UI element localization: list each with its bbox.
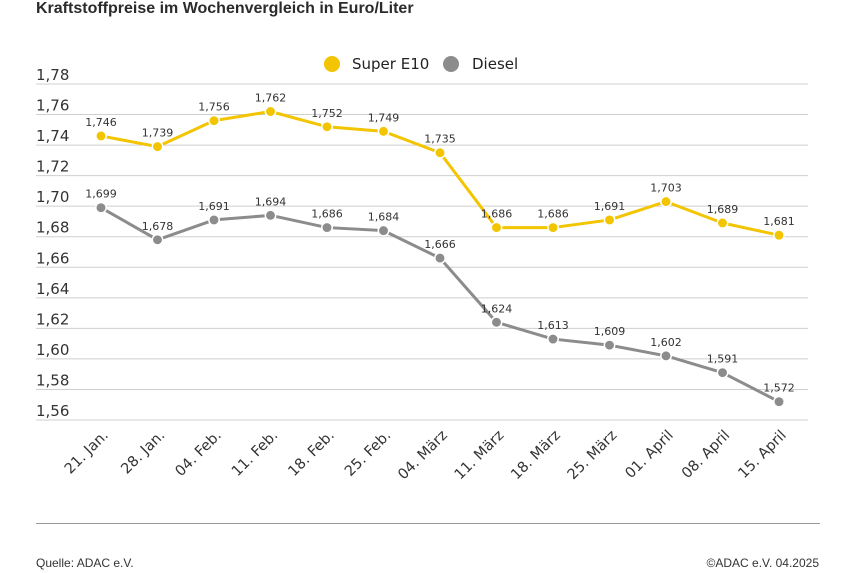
y-tick-label: 1,56 [36,402,69,420]
data-point [490,221,503,234]
x-tick-label: 04. März [395,428,451,484]
data-point [773,395,785,408]
legend: Super E10 Diesel [324,55,518,73]
data-label: 1,739 [142,127,174,140]
data-point [547,221,559,234]
data-label: 1,691 [198,200,230,213]
y-tick-label: 1,78 [36,66,69,84]
data-label: 1,762 [255,91,287,104]
data-label: 1,752 [311,107,343,120]
data-label: 1,609 [594,325,626,338]
legend-marker [324,56,340,72]
series-0: 1,746 1,739 1,756 1,762 1,752 1,749 1,735 1,686… [85,91,795,242]
x-tick-label: 01. April [623,428,677,482]
data-point [151,233,164,246]
data-label: 1,686 [481,208,513,221]
y-tick-label: 1,68 [36,219,69,237]
x-tick-label: 04. Feb. [173,428,225,480]
data-point [773,229,785,242]
data-point [603,213,616,226]
y-tick-label: 1,60 [36,341,69,359]
data-label: 1,749 [368,111,400,124]
source-note: Quelle: ADAC e.V. [36,556,134,570]
data-label: 1,591 [707,353,739,366]
data-label: 1,735 [424,133,456,146]
data-label: 1,686 [311,208,343,221]
y-tick-label: 1,66 [36,249,69,267]
data-point [716,366,729,379]
x-axis-tick-labels: 21. Jan. 28. Jan. 04. Feb. 11. Feb. 18. Feb.… [62,428,790,484]
data-label: 1,684 [368,211,400,224]
x-tick-label: 08. April [679,428,733,482]
data-point [716,217,729,229]
x-tick-label: 18. März [508,428,564,484]
x-tick-label: 21. Jan. [62,428,112,478]
data-point [377,224,390,237]
chart-title: Kraftstoffpreise im Wochenvergleich in E… [36,0,414,17]
y-tick-label: 1,58 [36,371,69,389]
data-point [264,105,277,118]
legend-label: Super E10 [352,55,429,73]
data-label: 1,613 [537,319,569,332]
y-tick-label: 1,62 [36,310,69,328]
y-tick-label: 1,76 [36,97,69,115]
data-point [264,209,277,222]
legend-marker [443,56,459,72]
data-label: 1,703 [650,182,682,195]
data-label: 1,624 [481,302,513,315]
y-tick-label: 1,64 [36,280,69,298]
series-layer: 1,746 1,739 1,756 1,762 1,752 1,749 1,735 1,686… [85,91,795,408]
data-label: 1,666 [424,238,456,251]
copyright-note: ©ADAC e.V. 04.2025 [706,556,819,570]
data-label: 1,689 [707,203,739,216]
data-point [377,125,390,138]
data-point [434,146,446,159]
data-label: 1,694 [255,195,287,208]
x-tick-label: 11. März [452,428,508,484]
data-label: 1,686 [537,208,569,221]
y-axis-tick-labels: 1,56 1,58 1,60 1,62 1,64 1,66 1,68 1,70 1,72 1,74… [36,66,69,420]
data-point [490,316,503,329]
data-point [660,349,672,362]
data-label: 1,756 [198,101,230,114]
data-label: 1,681 [763,215,795,228]
data-point [95,201,107,214]
data-point [660,195,672,208]
data-point [603,339,616,352]
y-tick-label: 1,70 [36,188,69,206]
y-tick-label: 1,74 [36,127,69,145]
data-point [321,221,333,234]
data-label: 1,572 [763,382,795,395]
series-line [100,109,780,237]
x-tick-label: 25. Feb. [342,428,394,480]
x-tick-label: 28. Jan. [118,428,168,478]
series-1: 1,699 1,678 1,691 1,694 1,686 1,684 1,666 1,624… [85,188,795,408]
data-point [95,129,107,142]
data-label: 1,678 [142,220,174,233]
data-label: 1,746 [85,116,117,129]
data-point [547,333,559,346]
x-tick-label: 25. März [565,428,621,484]
data-point [208,213,220,226]
x-tick-label: 11. Feb. [229,428,281,480]
data-label: 1,699 [85,188,117,201]
data-point [321,120,333,133]
y-tick-label: 1,72 [36,158,69,176]
x-tick-label: 15. April [736,428,790,482]
data-point [434,252,446,265]
legend-label: Diesel [472,55,518,73]
x-tick-label: 18. Feb. [286,428,338,480]
data-label: 1,691 [594,200,626,213]
data-point [151,140,164,153]
data-label: 1,602 [650,336,682,349]
footer-divider [36,523,820,524]
data-point [208,114,220,127]
